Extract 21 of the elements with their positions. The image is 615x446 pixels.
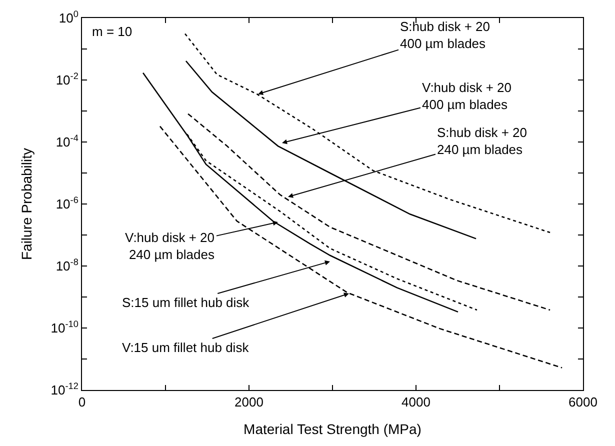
- y-tick-label: 10$^{-12}$: [50, 381, 78, 398]
- y-tick-label: 10$^{0}$: [58, 9, 78, 26]
- annotation: V:hub disk + 20 400 µm blades: [422, 80, 512, 112]
- annotation: S:15 um fillet hub disk: [122, 295, 250, 310]
- x-tick-label: 6000: [568, 394, 598, 410]
- x-axis-title: Material Test Strength (MPa): [244, 420, 422, 437]
- annotation: V:15 um fillet hub disk: [122, 340, 250, 355]
- y-tick-label: 10$^{-4}$: [56, 133, 78, 150]
- y-tick-label: 10$^{-2}$: [56, 71, 78, 88]
- y-tick-label: 10$^{-8}$: [56, 257, 78, 274]
- x-tick-label: 2000: [234, 394, 264, 410]
- y-axis-title: Failure Probability: [18, 148, 34, 260]
- x-tick-label: 4000: [402, 394, 430, 410]
- annotation: m = 10: [92, 24, 132, 39]
- annotation: S:hub disk + 20 400 µm blades: [400, 19, 490, 51]
- annotation: V:hub disk + 20 240 µm blades: [125, 230, 215, 262]
- annotation: S:hub disk + 20 240 µm blades: [437, 125, 527, 157]
- line-series: [184, 33, 551, 234]
- y-tick-label: 10$^{-6}$: [56, 195, 78, 212]
- x-tick-label: 0: [78, 394, 86, 410]
- y-tick-label: 10$^{-10}$: [50, 319, 78, 336]
